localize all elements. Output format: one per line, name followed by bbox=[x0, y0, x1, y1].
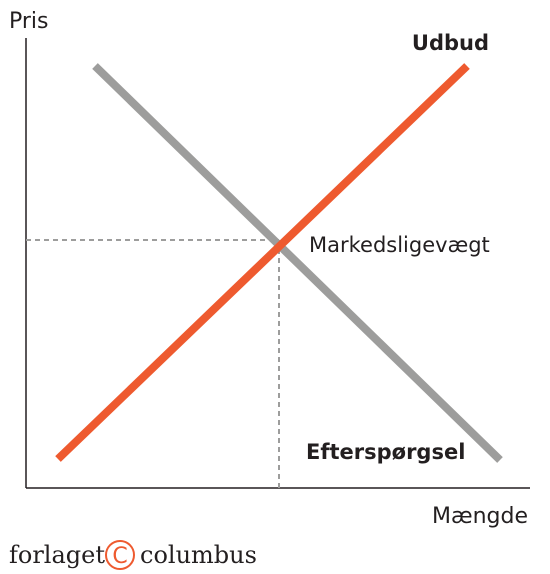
demand-label: Efterspørgsel bbox=[306, 440, 465, 464]
y-axis-label: Pris bbox=[9, 9, 49, 34]
copyright-symbol: C bbox=[112, 544, 127, 569]
supply-curve bbox=[55, 63, 470, 462]
equilibrium-label: Markedsligevægt bbox=[309, 233, 490, 257]
demand-curve bbox=[92, 63, 503, 463]
publisher-logo: forlaget C columbus bbox=[9, 540, 257, 570]
x-axis-label: Mængde bbox=[432, 504, 528, 529]
copyright-circle bbox=[105, 540, 135, 570]
supply-label: Udbud bbox=[412, 31, 489, 55]
publisher-name-left: forlaget bbox=[9, 541, 105, 569]
publisher-name-right: columbus bbox=[140, 541, 257, 569]
